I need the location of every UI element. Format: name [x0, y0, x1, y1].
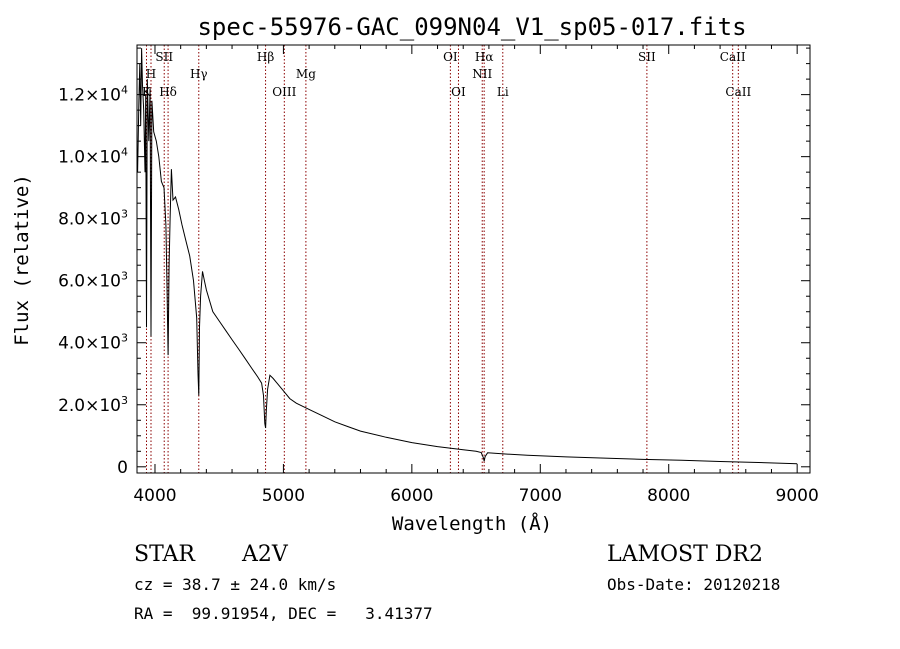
y-tick-label: 4.0×103 — [58, 332, 128, 354]
y-tick-label: 8.0×103 — [58, 208, 128, 230]
y-tick-label: 6.0×103 — [58, 270, 128, 292]
object-subclass: A2V — [241, 542, 289, 567]
line-label: Li — [497, 85, 509, 99]
line-label: CaII — [720, 50, 746, 64]
line-label: OI — [443, 50, 458, 64]
x-axis-label: Wavelength (Å) — [392, 512, 552, 535]
x-tick-label: 6000 — [390, 486, 433, 506]
line-label: Hδ — [159, 85, 177, 99]
x-tick-label: 5000 — [262, 486, 305, 506]
line-label: OI — [451, 85, 466, 99]
line-label: SII — [638, 50, 656, 64]
plot-frame — [136, 44, 811, 474]
chart-title: spec-55976-GAC_099N04_V1_sp05-017.fits — [197, 13, 746, 41]
coordinates-text: RA = 99.91954, DEC = 3.41377 — [134, 604, 433, 623]
x-tick-label: 4000 — [133, 486, 176, 506]
line-label: Hα — [475, 50, 494, 64]
object-type: STAR — [134, 542, 196, 567]
survey-name: LAMOST DR2 — [607, 542, 763, 567]
observation-date: Obs-Date: 20120218 — [607, 575, 780, 594]
y-axis-label: Flux (relative) — [11, 174, 33, 346]
line-label: NII — [472, 67, 492, 81]
y-tick-label: 2.0×103 — [58, 394, 128, 416]
line-label: H — [146, 67, 156, 81]
y-tick-label: 1.2×104 — [58, 84, 128, 106]
x-tick-label: 9000 — [776, 486, 819, 506]
x-tick-label: 8000 — [647, 486, 690, 506]
redshift-text: cz = 38.7 ± 24.0 km/s — [134, 575, 336, 594]
line-label: CaII — [725, 85, 751, 99]
x-tick-label: 7000 — [519, 486, 562, 506]
spectrum-line — [137, 48, 798, 465]
line-label: SII — [155, 50, 173, 64]
spectral-line-markers — [146, 45, 739, 473]
line-label: Hγ — [190, 67, 208, 81]
line-label: Hβ — [257, 50, 274, 64]
y-tick-label: 1.0×104 — [58, 146, 128, 168]
y-axis-ticks: 0 2.0×103 4.0×103 6.0×103 8.0×103 1.0×104 1.2×… — [58, 47, 810, 478]
line-label: Mg — [296, 67, 316, 81]
y-tick-label: 0 — [117, 458, 128, 478]
x-axis-ticks: 4000 5000 6000 7000 8000 9000 — [133, 45, 819, 506]
line-label: OIII — [272, 85, 296, 99]
